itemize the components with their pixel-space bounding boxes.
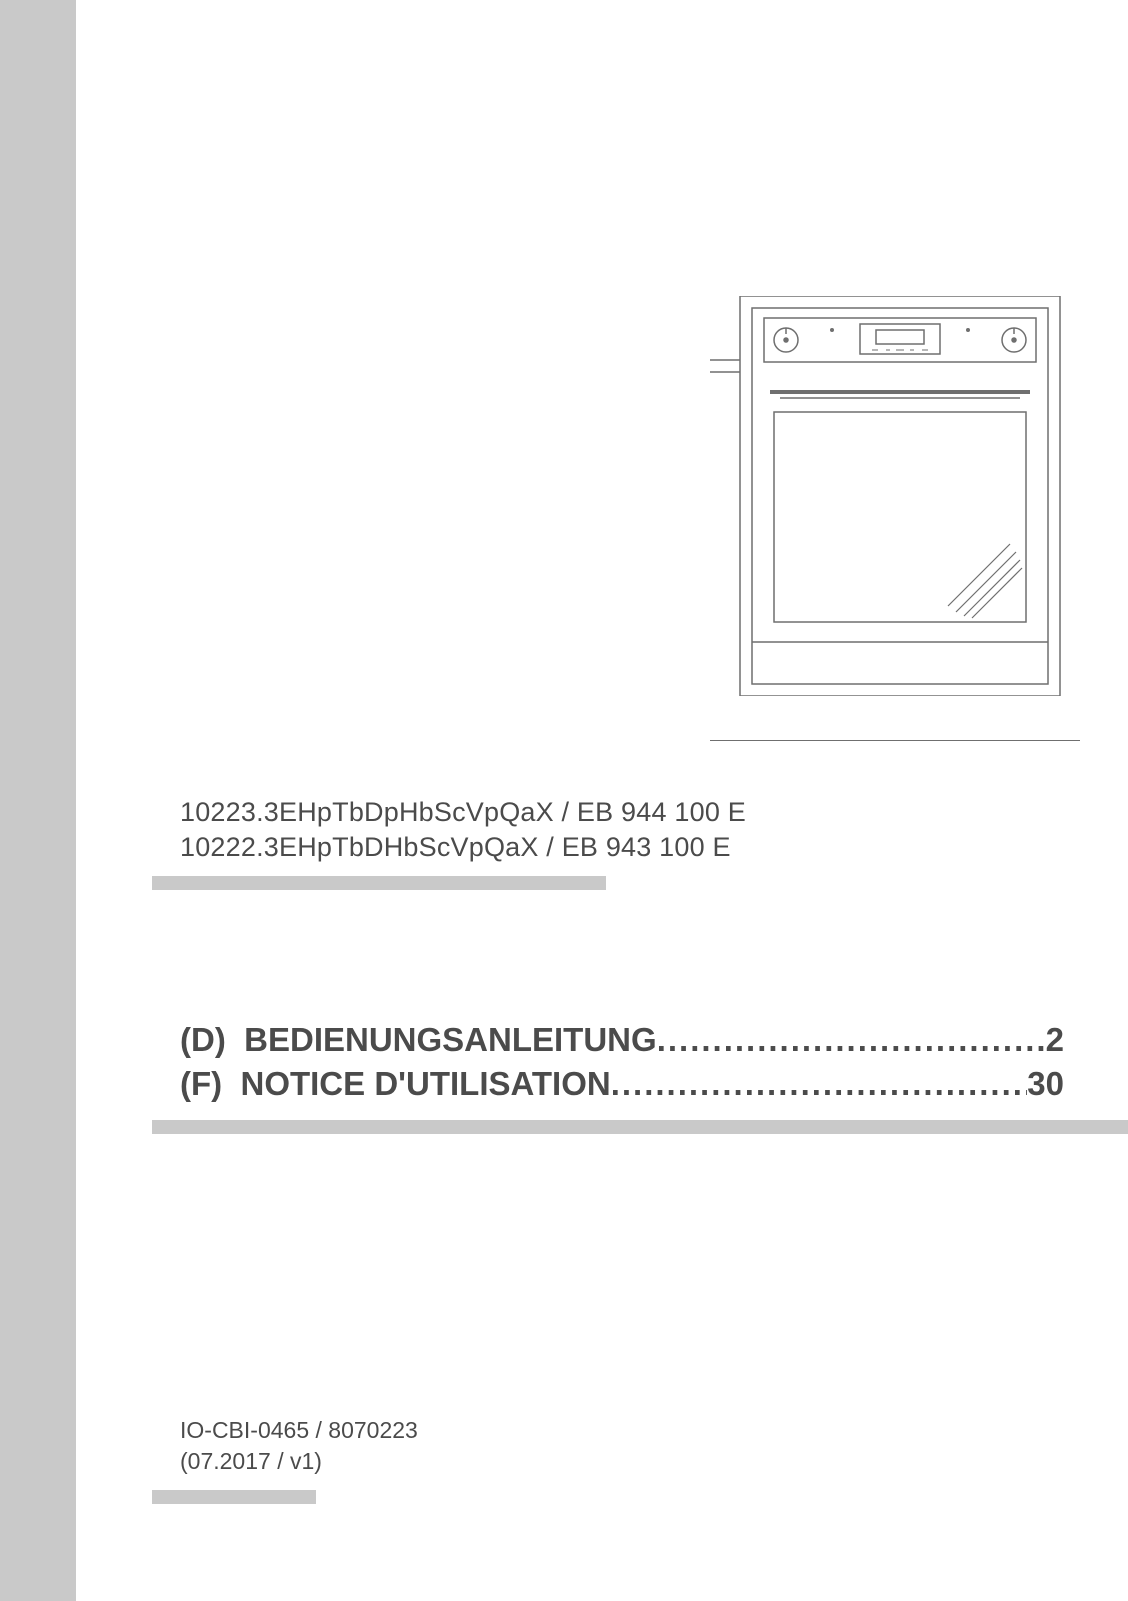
- divider-bar-wide: [152, 1120, 1128, 1134]
- model-line-1: 10223.3EHpTbDpHbScVpQaX / EB 944 100 E: [180, 795, 746, 830]
- table-of-contents: (D) BEDIENUNGSANLEITUNG 2 (F) NOTICE D'U…: [180, 1018, 1064, 1105]
- toc-leader-dots: [611, 1062, 1028, 1106]
- left-gray-band: [0, 0, 76, 1601]
- counter-reference-line: [710, 740, 1080, 741]
- toc-title: NOTICE D'UTILISATION: [240, 1065, 610, 1102]
- model-line-2: 10222.3EHpTbDHbScVpQaX / EB 943 100 E: [180, 830, 746, 865]
- toc-title: BEDIENUNGSANLEITUNG: [244, 1021, 657, 1058]
- toc-entry: (D) BEDIENUNGSANLEITUNG 2: [180, 1018, 1064, 1062]
- toc-label: (F) NOTICE D'UTILISATION: [180, 1062, 611, 1106]
- toc-prefix: (F): [180, 1065, 222, 1102]
- divider-bar-tiny: [152, 1490, 316, 1504]
- footer-doc-code: IO-CBI-0465 / 8070223: [180, 1415, 418, 1446]
- model-numbers: 10223.3EHpTbDpHbScVpQaX / EB 944 100 E 1…: [180, 795, 746, 865]
- toc-label: (D) BEDIENUNGSANLEITUNG: [180, 1018, 657, 1062]
- toc-page: 2: [1046, 1018, 1064, 1062]
- toc-prefix: (D): [180, 1021, 226, 1058]
- toc-page: 30: [1027, 1062, 1064, 1106]
- oven-illustration: [710, 296, 1080, 696]
- footer-codes: IO-CBI-0465 / 8070223 (07.2017 / v1): [180, 1415, 418, 1477]
- divider-bar-short: [152, 876, 606, 890]
- page-content: 10223.3EHpTbDpHbScVpQaX / EB 944 100 E 1…: [76, 0, 1128, 1601]
- toc-entry: (F) NOTICE D'UTILISATION 30: [180, 1062, 1064, 1106]
- footer-version: (07.2017 / v1): [180, 1446, 418, 1477]
- toc-leader-dots: [657, 1018, 1046, 1062]
